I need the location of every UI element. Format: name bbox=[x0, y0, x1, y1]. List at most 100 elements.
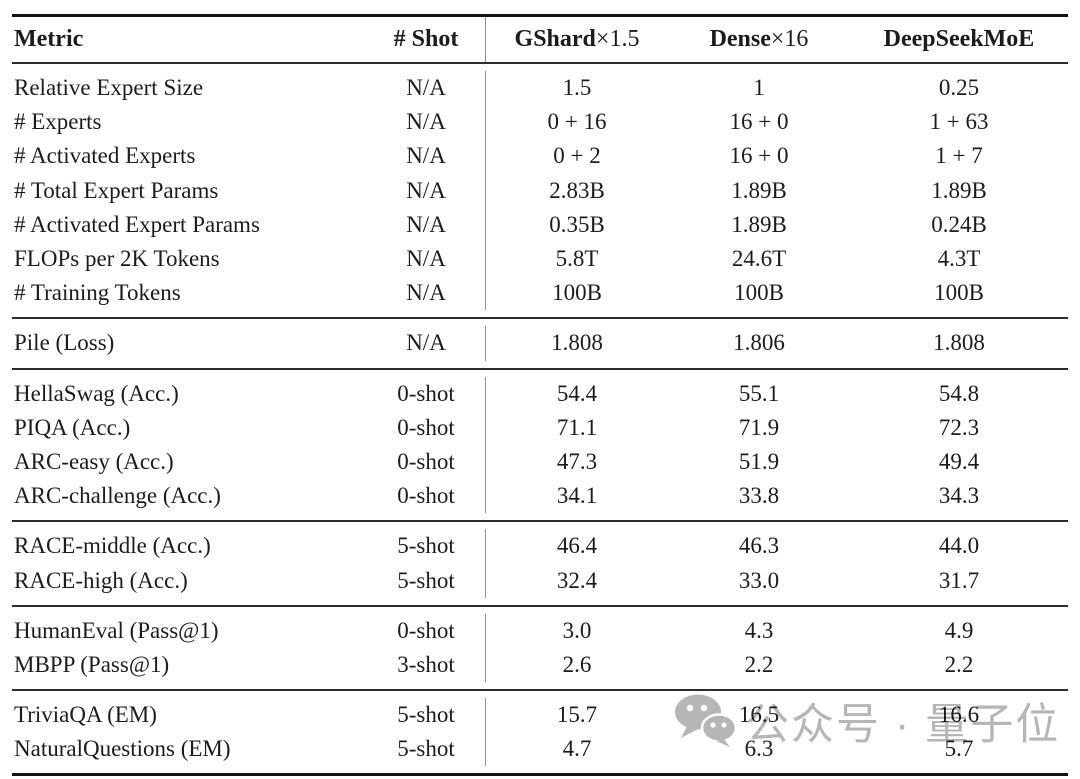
value-cell: 71.9 bbox=[738, 414, 780, 440]
table-row: # Activated Expert Params N/A 0.35B 1.89B 0.… bbox=[12, 207, 1068, 242]
column-header-label: Metric bbox=[14, 26, 84, 52]
shot-cell: 0-shot bbox=[397, 448, 455, 474]
column-header-gshard: GShard ×1.5 bbox=[485, 17, 668, 62]
value-cell: 100B bbox=[934, 280, 984, 306]
table-group-language-understanding: HellaSwag (Acc.) 0-shot 54.4 55.1 54.8 PIQA (… bbox=[12, 370, 1068, 523]
value-cell: 1 bbox=[753, 75, 765, 101]
table-row: # Activated Experts N/A 0 + 2 16 + 0 1 + 7 bbox=[12, 139, 1068, 174]
value-cell: 51.9 bbox=[738, 448, 780, 474]
value-cell: 1.5 bbox=[485, 71, 668, 106]
metric-cell: # Training Tokens bbox=[14, 280, 181, 306]
value-cell: 16.5 bbox=[738, 702, 780, 728]
value-cell: 55.1 bbox=[738, 380, 780, 406]
value-cell: 4.3 bbox=[744, 617, 774, 643]
table-body: Relative Expert Size N/A 1.5 1 0.25 # Experts… bbox=[12, 64, 1068, 773]
value-cell: 2.2 bbox=[744, 651, 774, 677]
value-cell: 4.9 bbox=[944, 617, 974, 643]
value-cell: 0 + 16 bbox=[485, 105, 668, 140]
metric-cell: MBPP (Pass@1) bbox=[14, 651, 170, 677]
value-cell: 1.89B bbox=[931, 177, 987, 203]
value-cell: 4.7 bbox=[485, 732, 668, 767]
table-row: # Training Tokens N/A 100B 100B 100B bbox=[12, 276, 1068, 311]
table-row: ARC-challenge (Acc.) 0-shot 34.1 33.8 34.3 bbox=[12, 479, 1068, 514]
value-cell: 72.3 bbox=[938, 414, 980, 440]
shot-cell: 0-shot bbox=[397, 414, 455, 440]
value-cell: 5.7 bbox=[944, 736, 974, 762]
shot-cell: 5-shot bbox=[397, 567, 455, 593]
value-cell: 1 + 63 bbox=[929, 109, 989, 135]
table-group-pile: Pile (Loss) N/A 1.808 1.806 1.808 bbox=[12, 319, 1068, 370]
value-cell: 6.3 bbox=[744, 736, 774, 762]
shot-cell: 5-shot bbox=[397, 736, 455, 762]
benchmark-table: Metric # Shot GShard ×1.5 Dense ×16 DeepSe… bbox=[12, 14, 1068, 777]
value-cell: 1 + 7 bbox=[935, 143, 983, 169]
table-row: FLOPs per 2K Tokens N/A 5.8T 24.6T 4.3T bbox=[12, 241, 1068, 277]
shot-cell: N/A bbox=[406, 109, 446, 135]
metric-cell: # Experts bbox=[14, 109, 102, 135]
column-header-label: Dense bbox=[709, 26, 771, 52]
value-cell: 71.1 bbox=[485, 410, 668, 445]
value-cell: 16 + 0 bbox=[729, 109, 789, 135]
table-row: ARC-easy (Acc.) 0-shot 47.3 51.9 49.4 bbox=[12, 444, 1068, 480]
value-cell: 24.6T bbox=[731, 246, 787, 272]
value-cell: 0.35B bbox=[485, 207, 668, 242]
table-row: # Experts N/A 0 + 16 16 + 0 1 + 63 bbox=[12, 105, 1068, 140]
shot-cell: 5-shot bbox=[397, 533, 455, 559]
value-cell: 4.3T bbox=[937, 246, 981, 272]
table-row: Relative Expert Size N/A 1.5 1 0.25 bbox=[12, 71, 1068, 106]
value-cell: 33.8 bbox=[738, 483, 780, 509]
value-cell: 46.3 bbox=[738, 533, 780, 559]
metric-cell: HellaSwag (Acc.) bbox=[14, 380, 179, 406]
value-cell: 2.2 bbox=[944, 651, 974, 677]
metric-cell: # Total Expert Params bbox=[14, 177, 219, 203]
column-header-label: GShard bbox=[514, 26, 596, 52]
value-cell: 0.24B bbox=[931, 211, 987, 237]
metric-cell: HumanEval (Pass@1) bbox=[14, 617, 219, 643]
table-row: HellaSwag (Acc.) 0-shot 54.4 55.1 54.8 bbox=[12, 376, 1068, 411]
shot-cell: N/A bbox=[406, 280, 446, 306]
value-cell: 34.1 bbox=[485, 479, 668, 514]
column-header-metric: Metric bbox=[12, 17, 367, 62]
metric-cell: NaturalQuestions (EM) bbox=[14, 736, 231, 762]
metric-cell: Relative Expert Size bbox=[14, 75, 204, 101]
table-row: RACE-middle (Acc.) 5-shot 46.4 46.3 44.0 bbox=[12, 529, 1068, 564]
value-cell: 1.89B bbox=[731, 211, 787, 237]
table-row: PIQA (Acc.) 0-shot 71.1 71.9 72.3 bbox=[12, 410, 1068, 445]
value-cell: 16.6 bbox=[938, 702, 980, 728]
value-cell: 49.4 bbox=[938, 448, 980, 474]
shot-cell: N/A bbox=[406, 177, 446, 203]
metric-cell: Pile (Loss) bbox=[14, 330, 115, 356]
table-row: Pile (Loss) N/A 1.808 1.806 1.808 bbox=[12, 326, 1068, 361]
value-cell: 34.3 bbox=[938, 483, 980, 509]
metric-cell: # Activated Experts bbox=[14, 143, 196, 169]
value-cell: 54.8 bbox=[938, 380, 980, 406]
value-cell: 1.808 bbox=[485, 326, 668, 361]
table-row: NaturalQuestions (EM) 5-shot 4.7 6.3 5.7 bbox=[12, 732, 1068, 767]
value-cell: 44.0 bbox=[938, 533, 980, 559]
value-cell: 1.806 bbox=[733, 330, 785, 356]
value-cell: 100B bbox=[485, 276, 668, 311]
table-header-row: Metric # Shot GShard ×1.5 Dense ×16 DeepSe… bbox=[12, 17, 1068, 64]
metric-cell: ARC-challenge (Acc.) bbox=[14, 483, 221, 509]
column-header-deepseekmoe: DeepSeekMoE bbox=[850, 17, 1068, 62]
column-header-suffix: ×1.5 bbox=[595, 26, 640, 52]
shot-cell: 5-shot bbox=[397, 702, 455, 728]
value-cell: 33.0 bbox=[738, 567, 780, 593]
table-row: RACE-high (Acc.) 5-shot 32.4 33.0 31.7 bbox=[12, 563, 1068, 598]
column-header-shot: # Shot bbox=[367, 17, 485, 62]
shot-cell: N/A bbox=[406, 211, 446, 237]
column-header-suffix: ×16 bbox=[770, 26, 809, 52]
table-row: MBPP (Pass@1) 3-shot 2.6 2.2 2.2 bbox=[12, 647, 1068, 682]
shot-cell: N/A bbox=[406, 246, 446, 272]
table-group-code: HumanEval (Pass@1) 0-shot 3.0 4.3 4.9 MBPP (P… bbox=[12, 607, 1068, 691]
value-cell: 2.83B bbox=[485, 173, 668, 208]
table-row: TriviaQA (EM) 5-shot 15.7 16.5 16.6 bbox=[12, 698, 1068, 733]
table-group-closed-book-qa: TriviaQA (EM) 5-shot 15.7 16.5 16.6 NaturalQu… bbox=[12, 691, 1068, 773]
value-cell: 32.4 bbox=[485, 563, 668, 598]
shot-cell: 3-shot bbox=[397, 651, 455, 677]
metric-cell: TriviaQA (EM) bbox=[14, 702, 157, 728]
column-header-label: # Shot bbox=[393, 26, 459, 52]
value-cell: 5.8T bbox=[485, 241, 668, 277]
value-cell: 31.7 bbox=[938, 567, 980, 593]
value-cell: 1.89B bbox=[731, 177, 787, 203]
